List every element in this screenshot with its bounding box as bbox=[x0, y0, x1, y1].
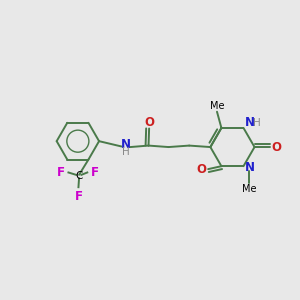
Text: N: N bbox=[121, 138, 131, 151]
Text: F: F bbox=[74, 190, 83, 202]
Text: Me: Me bbox=[242, 184, 256, 194]
Text: F: F bbox=[91, 166, 99, 179]
Text: N: N bbox=[244, 161, 254, 174]
Text: H: H bbox=[253, 118, 260, 128]
Text: H: H bbox=[122, 147, 130, 157]
Text: O: O bbox=[144, 116, 154, 128]
Text: O: O bbox=[197, 163, 207, 176]
Text: N: N bbox=[245, 116, 255, 129]
Text: F: F bbox=[56, 166, 64, 179]
Text: C: C bbox=[75, 171, 83, 181]
Text: Me: Me bbox=[210, 101, 224, 111]
Text: O: O bbox=[271, 141, 281, 154]
